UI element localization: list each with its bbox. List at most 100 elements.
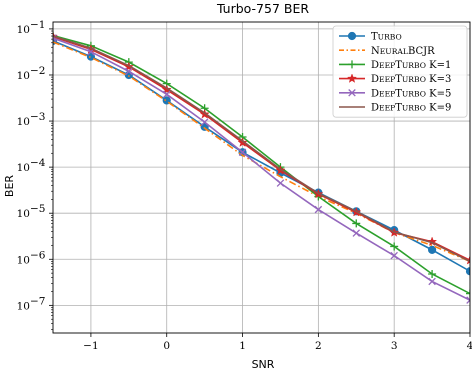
data-point bbox=[466, 289, 470, 298]
series-layer bbox=[53, 31, 470, 304]
x-tick-label: 4 bbox=[467, 340, 472, 352]
y-tick-label: 10 −3 bbox=[17, 111, 46, 128]
y-tick-base: 10 bbox=[17, 24, 30, 36]
y-tick-exponent: −2 bbox=[30, 65, 45, 77]
legend-label-part: K=3 bbox=[426, 74, 451, 85]
data-point bbox=[200, 118, 209, 126]
legend-label-part: URBO bbox=[378, 33, 402, 42]
y-tick-base: 10 bbox=[17, 300, 30, 312]
legend-marker bbox=[348, 89, 356, 97]
x-tick-label: 0 bbox=[163, 340, 170, 352]
legend-label: DEEPTURBO K=5 bbox=[371, 88, 451, 99]
legend-label-part: T bbox=[395, 103, 402, 114]
legend-box bbox=[332, 25, 468, 118]
legend-label-part: EEP bbox=[379, 75, 395, 84]
legend-label-part: K=1 bbox=[426, 60, 451, 71]
legend-label-part: URBO bbox=[402, 61, 426, 70]
legend-label-part: BCJR bbox=[408, 46, 435, 57]
legend-entry: DEEPTURBO K=9 bbox=[339, 103, 451, 114]
data-point bbox=[86, 52, 96, 61]
legend-label-part: D bbox=[371, 74, 379, 85]
y-tick-label: 10 −2 bbox=[17, 65, 46, 82]
legend-label-part: K=9 bbox=[426, 103, 451, 114]
legend-label: DEEPTURBO K=1 bbox=[371, 60, 451, 71]
data-point bbox=[427, 245, 437, 254]
legend-label-part: EEP bbox=[379, 89, 395, 98]
legend-label-part: D bbox=[371, 88, 379, 99]
legend-label: DEEPTURBO K=9 bbox=[371, 103, 451, 114]
y-tick-exponent: −6 bbox=[30, 249, 46, 261]
legend-label-part: T bbox=[371, 32, 378, 43]
legend-label-part: N bbox=[371, 46, 380, 57]
legend-entry: TURBO bbox=[339, 32, 402, 43]
y-tick-label: 10 −5 bbox=[17, 203, 46, 220]
y-tick-label: 10 −6 bbox=[17, 249, 46, 266]
legend-label-part: K=5 bbox=[426, 88, 451, 99]
series-1 bbox=[53, 41, 470, 263]
axis-ticks: −1 0 1 2 3 410−710−610−510−410−310−210−1 bbox=[17, 19, 472, 352]
legend-label: NEURALBCJR bbox=[371, 46, 435, 57]
legend-label-part: EURAL bbox=[380, 47, 408, 56]
legend-label-part: D bbox=[371, 103, 379, 114]
data-point bbox=[465, 267, 470, 276]
legend-entry: NEURALBCJR bbox=[339, 46, 435, 57]
y-tick-label: 10 −7 bbox=[17, 295, 46, 312]
x-axis-label: SNR bbox=[252, 358, 275, 371]
data-point bbox=[466, 296, 470, 304]
legend-marker bbox=[346, 73, 358, 83]
x-tick-label: 3 bbox=[391, 340, 398, 352]
x-tick-label: −1 bbox=[83, 340, 98, 352]
y-tick-exponent: −5 bbox=[30, 203, 45, 215]
legend-label-part: URBO bbox=[402, 75, 426, 84]
y-tick-exponent: −4 bbox=[30, 157, 46, 169]
y-tick-exponent: −1 bbox=[30, 19, 45, 31]
x-tick-label: 1 bbox=[239, 340, 246, 352]
y-tick-exponent: −7 bbox=[30, 295, 45, 307]
y-tick-exponent: −3 bbox=[30, 111, 45, 123]
legend-entry: DEEPTURBO K=1 bbox=[339, 60, 451, 71]
series-4 bbox=[53, 34, 470, 304]
data-point bbox=[162, 90, 171, 99]
data-point bbox=[314, 205, 323, 214]
legend-label: TURBO bbox=[371, 32, 402, 43]
y-tick-base: 10 bbox=[17, 208, 30, 220]
legend-marker bbox=[347, 31, 357, 41]
data-point bbox=[428, 277, 436, 286]
y-tick-base: 10 bbox=[17, 70, 30, 82]
chart-title: Turbo-757 BER bbox=[216, 1, 309, 16]
y-tick-base: 10 bbox=[17, 162, 30, 174]
data-point bbox=[238, 148, 247, 157]
legend-label-part: T bbox=[395, 60, 402, 71]
legend-label-part: EEP bbox=[379, 104, 395, 113]
data-point bbox=[428, 269, 437, 278]
data-point bbox=[352, 219, 361, 228]
x-tick-label: 2 bbox=[315, 340, 322, 352]
legend-label-part: EEP bbox=[379, 61, 395, 70]
legend-label-part: D bbox=[371, 60, 379, 71]
legend-entry: DEEPTURBO K=5 bbox=[339, 88, 451, 99]
data-point bbox=[352, 229, 361, 237]
series-5 bbox=[53, 35, 470, 263]
series-line bbox=[53, 35, 470, 263]
legend-label-part: URBO bbox=[402, 89, 426, 98]
data-point bbox=[125, 67, 133, 76]
data-point bbox=[427, 236, 438, 247]
y-tick-base: 10 bbox=[17, 254, 30, 266]
legend-marker bbox=[348, 60, 356, 69]
data-point bbox=[237, 137, 248, 147]
legend-label-part: URBO bbox=[402, 104, 426, 113]
legend-label-part: T bbox=[395, 74, 402, 85]
data-point bbox=[390, 242, 399, 251]
legend-entry: DEEPTURBO K=3 bbox=[339, 73, 451, 85]
y-tick-label: 10 −4 bbox=[17, 157, 46, 174]
data-point bbox=[276, 179, 285, 187]
series-line bbox=[53, 41, 470, 263]
y-tick-base: 10 bbox=[17, 116, 30, 128]
legend-label: DEEPTURBO K=3 bbox=[371, 74, 451, 85]
series-line bbox=[53, 34, 470, 295]
y-tick-label: 10 −1 bbox=[17, 19, 46, 36]
series-line bbox=[53, 37, 470, 301]
data-point bbox=[390, 251, 398, 260]
